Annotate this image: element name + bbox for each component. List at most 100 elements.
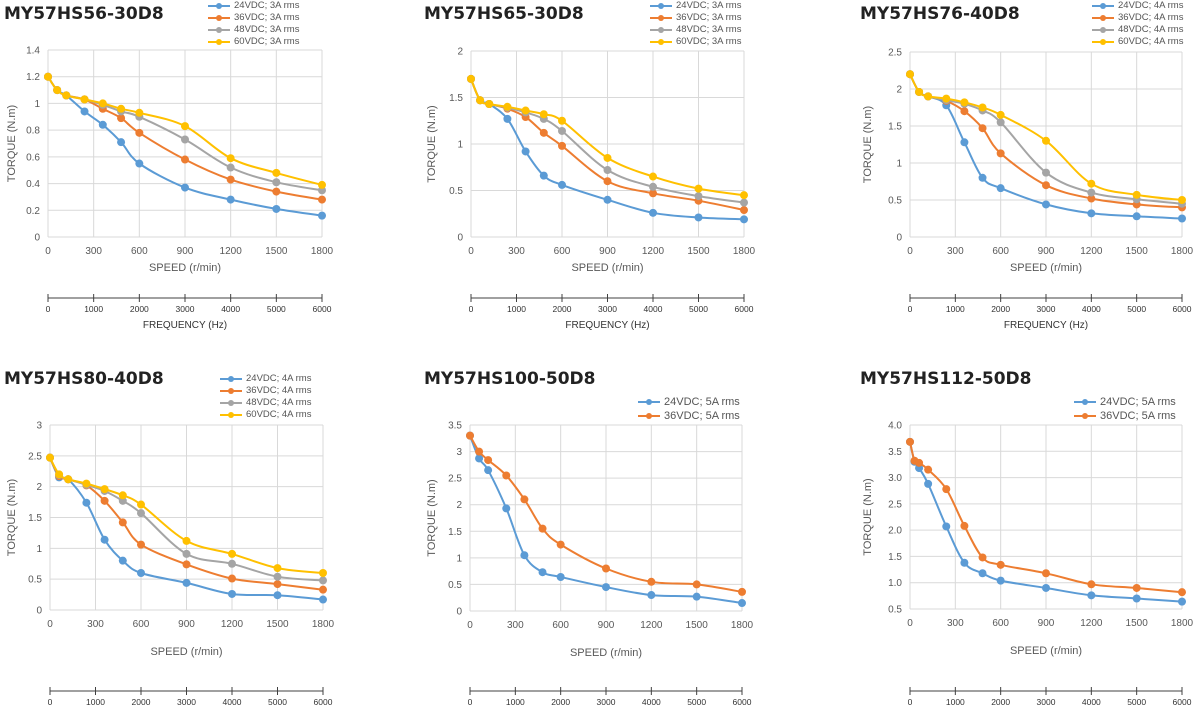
data-point	[181, 183, 189, 192]
legend-swatch	[1074, 399, 1096, 405]
y-tick-label: 0.5	[28, 575, 42, 586]
y-tick-label: 2	[36, 482, 42, 493]
legend-item: 24VDC; 4A rms	[220, 373, 311, 385]
y-tick-label: 0.2	[26, 206, 40, 217]
y-tick-label: 2.5	[28, 451, 42, 462]
y-tick-label: 0.8	[26, 126, 40, 137]
data-point	[100, 496, 109, 505]
x-tick-label: 0	[467, 620, 473, 631]
data-point	[182, 560, 191, 569]
data-point	[1042, 168, 1050, 177]
legend-item: 60VDC; 4A rms	[220, 409, 311, 421]
legend-item: 48VDC; 4A rms	[1092, 24, 1183, 36]
data-point	[226, 154, 235, 163]
data-point	[915, 87, 924, 96]
legend-swatch	[638, 413, 660, 419]
data-point	[538, 524, 547, 533]
x-tick-label: 1800	[733, 246, 756, 257]
frequency-tick-label: 1000	[946, 304, 965, 314]
y-tick-label: 0	[34, 233, 40, 244]
data-point	[1132, 212, 1141, 221]
data-point	[996, 149, 1005, 158]
frequency-tick-label: 3000	[1037, 304, 1056, 314]
x-tick-label: 300	[947, 246, 964, 257]
frequency-tick-label: 4000	[1082, 304, 1101, 314]
data-point	[692, 580, 701, 589]
data-point	[924, 465, 933, 474]
y-tick-label: 1.4	[26, 46, 40, 57]
data-point	[272, 187, 281, 196]
data-point	[647, 591, 656, 600]
data-point	[558, 180, 566, 189]
frequency-tick-label: 6000	[735, 304, 754, 314]
y-tick-label: 1	[896, 159, 902, 170]
data-point	[135, 159, 144, 168]
x-tick-label: 1200	[1080, 618, 1103, 629]
x-tick-label: 1200	[1080, 246, 1103, 257]
data-point	[100, 535, 109, 544]
y-tick-label: 0.5	[449, 186, 463, 197]
data-point	[978, 569, 987, 578]
data-point	[182, 578, 191, 587]
data-point	[996, 560, 1005, 569]
legend-swatch	[638, 399, 660, 405]
y-tick-label: 1	[34, 99, 40, 110]
x-tick-label: 1500	[687, 246, 710, 257]
y-tick-label: 0.6	[26, 152, 40, 163]
data-point	[978, 173, 987, 182]
frequency-tick-label: 2000	[553, 304, 572, 314]
data-point	[181, 122, 189, 131]
x-tick-label: 300	[507, 620, 524, 631]
x-tick-label: 600	[552, 620, 569, 631]
x-tick-label: 300	[947, 618, 964, 629]
y-tick-label: 4.0	[888, 421, 902, 432]
data-point	[228, 549, 236, 558]
data-point	[1178, 588, 1186, 597]
data-point	[924, 92, 933, 101]
data-point	[484, 456, 493, 465]
data-point	[996, 110, 1005, 119]
data-point	[740, 215, 748, 224]
x-tick-label: 600	[554, 246, 571, 257]
frequency-tick-label: 2000	[130, 304, 149, 314]
data-point	[539, 128, 548, 137]
legend-label: 24VDC; 3A rms	[676, 0, 742, 11]
chart-svg: 0 0.5 1 1.5 2 2.5 3 0 300 600 900 1200 1500 1800 SPEED…	[6, 421, 335, 707]
data-point	[476, 96, 485, 105]
legend-label: 24VDC; 4A rms	[1118, 0, 1184, 11]
frequency-tick-label: 0	[48, 697, 53, 707]
data-point	[906, 437, 914, 446]
chart-title: MY57HS80-40D8	[4, 369, 164, 389]
legend-item: 36VDC; 4A rms	[1092, 12, 1183, 24]
data-point	[100, 485, 109, 494]
data-point	[503, 114, 512, 123]
frequency-tick-label: 3000	[176, 304, 195, 314]
x-tick-label: 1200	[221, 619, 244, 630]
x-tick-label: 900	[1038, 618, 1055, 629]
legend-item: 24VDC; 3A rms	[208, 0, 299, 12]
legend-item: 36VDC; 5A rms	[638, 409, 740, 423]
frequency-tick-label: 2000	[991, 697, 1010, 707]
chart-legend: 24VDC; 4A rms 36VDC; 4A rms 48VDC; 4A rms 6…	[1092, 0, 1183, 48]
chart-title: MY57HS112-50D8	[860, 369, 1032, 389]
data-point	[1087, 194, 1096, 203]
x-tick-label: 900	[599, 246, 616, 257]
data-point	[118, 491, 127, 500]
data-point	[485, 100, 494, 109]
data-point	[82, 498, 91, 507]
legend-swatch	[208, 39, 230, 45]
legend-swatch	[220, 400, 242, 406]
data-point	[978, 103, 987, 112]
data-point	[1087, 188, 1096, 197]
x-tick-label: 0	[907, 246, 913, 257]
frequency-tick-label: 5000	[1127, 697, 1146, 707]
y-tick-label: 1.5	[888, 552, 902, 563]
data-point	[996, 118, 1005, 127]
frequency-tick-label: 5000	[267, 304, 286, 314]
x-axis-title: SPEED (r/min)	[1010, 262, 1082, 274]
frequency-tick-label: 0	[468, 697, 473, 707]
y-tick-label: 2	[896, 85, 902, 96]
frequency-tick-label: 0	[46, 304, 51, 314]
frequency-axis-title: FREQUENCY (Hz)	[1004, 320, 1088, 331]
chart-legend: 24VDC; 5A rms 36VDC; 5A rms	[638, 395, 740, 423]
